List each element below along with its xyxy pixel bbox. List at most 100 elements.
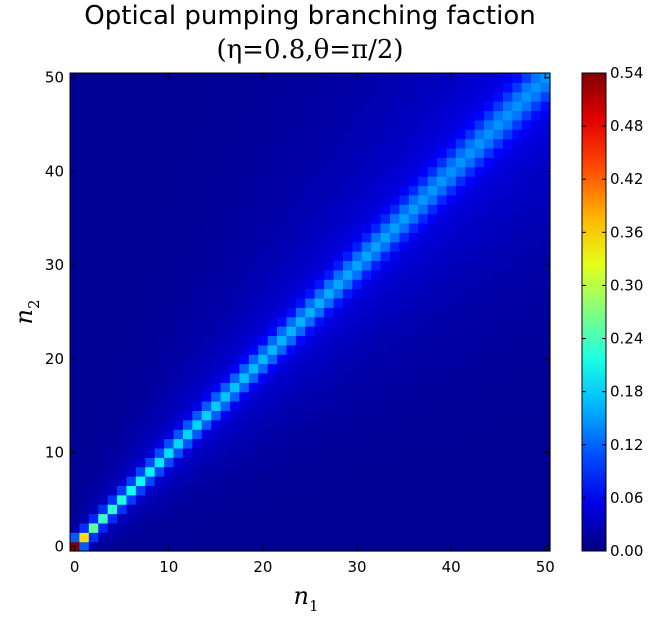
heatmap-cell	[145, 382, 156, 393]
heatmap-cell	[126, 166, 137, 177]
heatmap-cell	[324, 213, 335, 224]
heatmap-cell	[277, 382, 288, 393]
heatmap-cell	[164, 176, 175, 187]
heatmap-cell	[192, 119, 203, 130]
heatmap-cell	[117, 119, 128, 130]
heatmap-cell	[390, 382, 401, 393]
heatmap-cell	[437, 354, 448, 365]
heatmap-cell	[455, 457, 466, 468]
heatmap-cell	[484, 335, 495, 346]
heatmap-cell	[182, 138, 193, 149]
heatmap-cell	[408, 447, 419, 458]
heatmap-cell	[380, 391, 391, 402]
heatmap-cell	[493, 82, 504, 93]
heatmap-cell	[427, 326, 438, 337]
heatmap-cell	[437, 147, 448, 158]
heatmap-cell	[305, 269, 316, 280]
heatmap-cell	[512, 429, 523, 440]
heatmap-cell	[79, 288, 90, 299]
heatmap-cell	[117, 129, 128, 140]
heatmap-cell	[220, 91, 231, 102]
heatmap-cell	[352, 401, 363, 412]
heatmap-cell	[352, 438, 363, 449]
heatmap-cell	[380, 157, 391, 168]
heatmap-cell	[267, 401, 278, 412]
heatmap-cell	[493, 194, 504, 205]
heatmap-cell	[295, 504, 306, 515]
heatmap-cell	[352, 82, 363, 93]
heatmap-cell	[239, 269, 250, 280]
y-axis-label-base: n	[10, 309, 38, 324]
heatmap-cell	[173, 532, 184, 543]
heatmap-cell	[79, 260, 90, 271]
heatmap-cell	[201, 447, 212, 458]
heatmap-cell	[418, 372, 429, 383]
heatmap-cell	[164, 213, 175, 224]
heatmap-cell	[173, 260, 184, 271]
heatmap-cell	[220, 419, 231, 430]
heatmap-cell	[531, 157, 542, 168]
heatmap-cell	[361, 513, 372, 524]
heatmap-cell	[474, 269, 485, 280]
heatmap-cell	[352, 147, 363, 158]
heatmap-cell	[521, 279, 532, 290]
heatmap-cell	[484, 401, 495, 412]
heatmap-cell	[107, 260, 118, 271]
heatmap-cell	[88, 522, 99, 533]
heatmap-cell	[286, 288, 297, 299]
heatmap-cell	[239, 401, 250, 412]
heatmap-cell	[107, 176, 118, 187]
heatmap-cell	[333, 382, 344, 393]
heatmap-cell	[531, 194, 542, 205]
heatmap-cell	[154, 222, 165, 233]
heatmap-cell	[512, 382, 523, 393]
heatmap-cell	[342, 176, 353, 187]
heatmap-cell	[135, 447, 146, 458]
heatmap-cell	[248, 429, 259, 440]
heatmap-cell	[465, 429, 476, 440]
heatmap-cell	[286, 457, 297, 468]
heatmap-cell	[295, 110, 306, 121]
heatmap-cell	[342, 288, 353, 299]
heatmap-cell	[390, 222, 401, 233]
heatmap-cell	[267, 513, 278, 524]
heatmap-cell	[239, 522, 250, 533]
heatmap-cell	[399, 279, 410, 290]
heatmap-cell	[258, 354, 269, 365]
heatmap-cell	[258, 504, 269, 515]
heatmap-cell	[361, 185, 372, 196]
heatmap-cell	[399, 241, 410, 252]
heatmap-cell	[173, 429, 184, 440]
heatmap-cell	[164, 485, 175, 496]
heatmap-cell	[154, 466, 165, 477]
heatmap-cell	[107, 82, 118, 93]
heatmap-cell	[230, 166, 241, 177]
heatmap-cell	[258, 91, 269, 102]
heatmap-cell	[88, 101, 99, 112]
heatmap-cell	[239, 410, 250, 421]
heatmap-cell	[126, 504, 137, 515]
heatmap-cell	[512, 213, 523, 224]
heatmap-cell	[70, 204, 81, 215]
heatmap-cell	[371, 185, 382, 196]
heatmap-cell	[230, 344, 241, 355]
heatmap-cell	[258, 138, 269, 149]
heatmap-cell	[465, 410, 476, 421]
heatmap-cell	[380, 410, 391, 421]
heatmap-cell	[390, 101, 401, 112]
heatmap-cell	[474, 532, 485, 543]
heatmap-cell	[182, 176, 193, 187]
heatmap-cell	[182, 438, 193, 449]
heatmap-cell	[70, 522, 81, 533]
heatmap-cell	[230, 504, 241, 515]
heatmap-cell	[390, 391, 401, 402]
heatmap-cell	[182, 532, 193, 543]
heatmap-cell	[474, 82, 485, 93]
heatmap-cell	[531, 429, 542, 440]
heatmap-cell	[192, 241, 203, 252]
heatmap-cell	[145, 494, 156, 505]
heatmap-cell	[277, 513, 288, 524]
heatmap-cell	[258, 260, 269, 271]
heatmap-cell	[145, 147, 156, 158]
heatmap-cell	[521, 372, 532, 383]
